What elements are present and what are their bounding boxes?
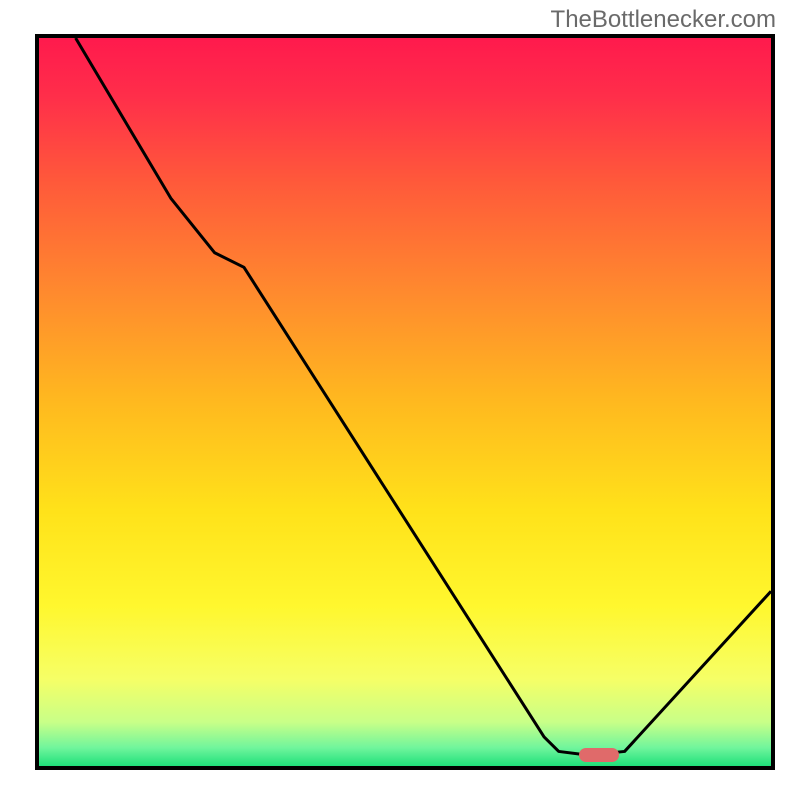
watermark-text: TheBottlenecker.com bbox=[551, 6, 776, 34]
optimal-marker bbox=[579, 748, 619, 762]
curve-layer bbox=[39, 38, 771, 766]
bottleneck-curve bbox=[76, 38, 771, 755]
bottleneck-chart: TheBottlenecker.com bbox=[0, 0, 800, 800]
plot-area bbox=[35, 34, 775, 770]
